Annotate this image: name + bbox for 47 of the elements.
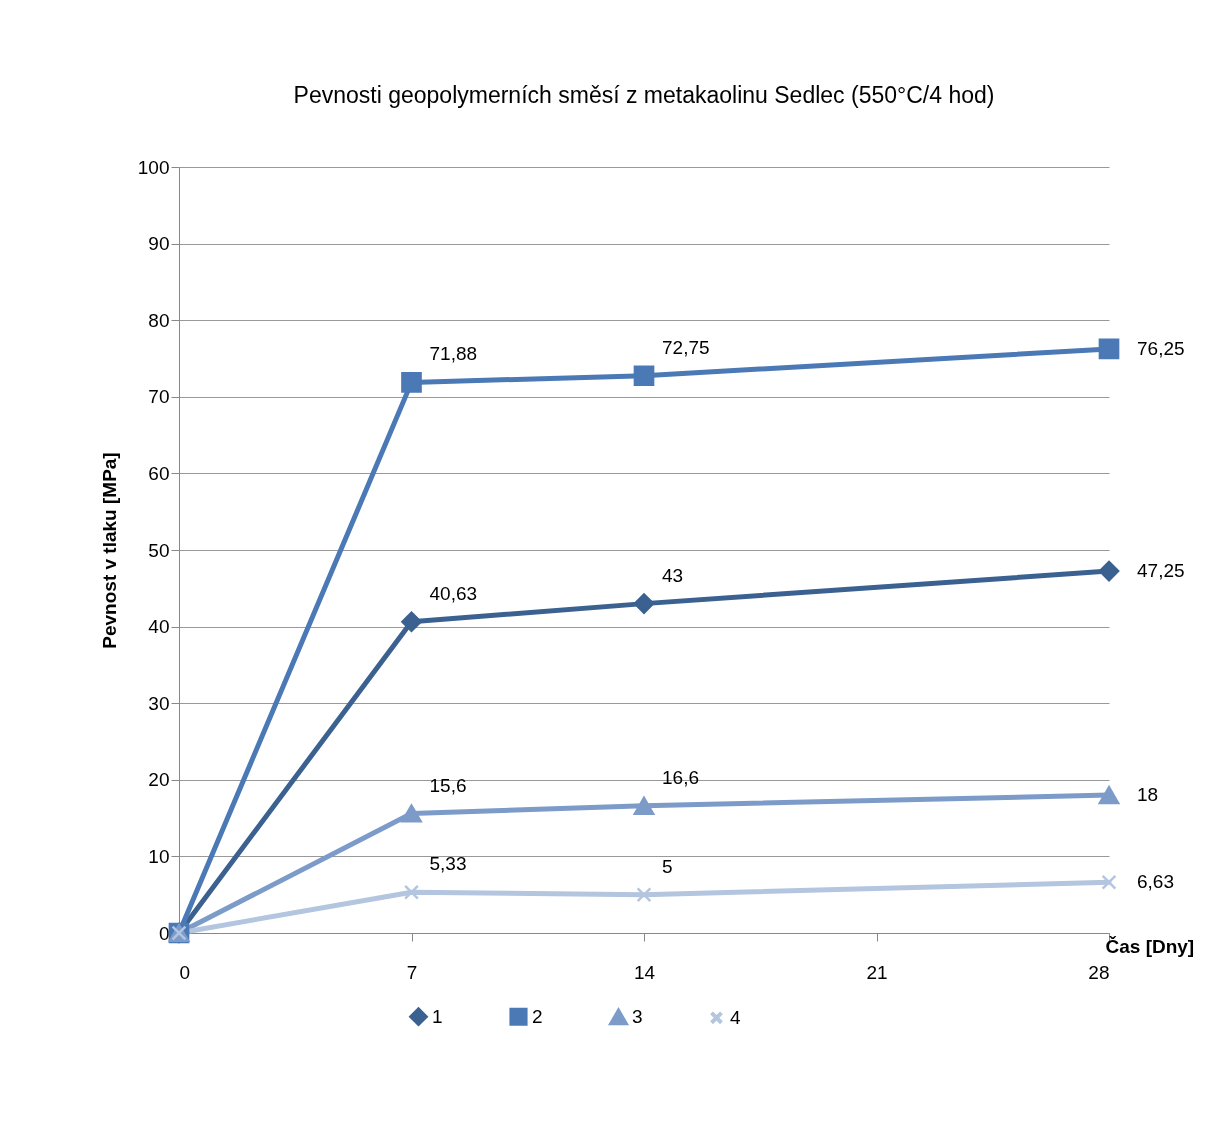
- chart-title: Pevnosti geopolymerních směsí z metakaolinu Sedlec (550°C/4 hod): [293, 82, 995, 108]
- x-tick-label: 21: [866, 961, 888, 983]
- y-tick-label: 20: [148, 769, 170, 791]
- data-label: 71,88: [429, 343, 478, 365]
- point: [1098, 786, 1120, 805]
- x-axis-title: Čas [Dny]: [1105, 935, 1195, 957]
- data-label: 6,63: [1137, 871, 1174, 893]
- data-label: 43: [662, 564, 684, 586]
- legend-label: 1: [432, 1005, 443, 1027]
- point: [401, 804, 422, 823]
- y-tick-label: 80: [148, 309, 170, 331]
- data-label: 76,25: [1137, 337, 1185, 359]
- legend-label: 4: [730, 1006, 741, 1028]
- data-label: 72,75: [662, 336, 710, 358]
- y-tick-label: 70: [148, 386, 170, 408]
- data-label: 16,6: [662, 766, 699, 788]
- data-label: 5: [662, 855, 673, 877]
- legend-label: 3: [632, 1006, 643, 1028]
- y-axis-title: Pevnost v tlaku [MPa]: [98, 452, 120, 649]
- point: [1098, 560, 1120, 582]
- point: [633, 365, 655, 387]
- y-tick-label: 100: [137, 156, 170, 178]
- y-tick-label: 50: [148, 539, 170, 561]
- x-tick-label: 14: [633, 961, 656, 983]
- data-label: 47,25: [1137, 560, 1185, 582]
- point: [401, 372, 422, 393]
- data-label: 15,6: [429, 774, 467, 796]
- data-label: 40,63: [429, 582, 478, 604]
- y-tick-label: 30: [148, 692, 170, 714]
- x-tick-label: 7: [406, 961, 418, 983]
- point: [1098, 338, 1120, 360]
- y-tick-label: 0: [158, 922, 170, 944]
- point: [633, 796, 655, 815]
- point: [401, 611, 422, 633]
- y-tick-label: 10: [148, 845, 170, 867]
- point: [633, 593, 655, 614]
- x-tick-label: 28: [1088, 961, 1110, 983]
- x-tick-label: 0: [179, 961, 191, 983]
- data-label: 5,33: [429, 853, 467, 875]
- y-tick-label: 60: [148, 462, 170, 484]
- y-tick-label: 90: [148, 233, 170, 255]
- y-tick-label: 40: [148, 616, 170, 638]
- point: [636, 887, 652, 903]
- legend-label: 2: [532, 1005, 543, 1027]
- point: [1101, 874, 1117, 890]
- data-label: 18: [1137, 784, 1159, 806]
- point: [403, 884, 420, 900]
